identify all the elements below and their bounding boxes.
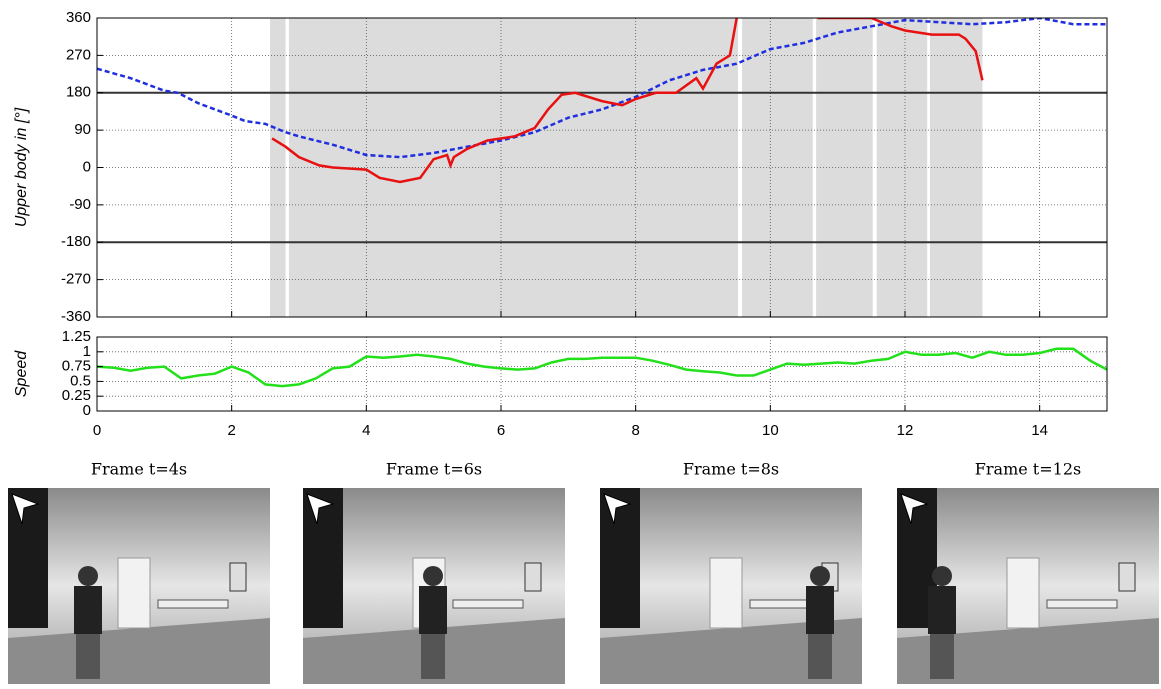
picture [229,562,247,592]
x-tick-label: 4 [362,422,370,439]
door [1006,557,1040,629]
curtain [600,488,640,628]
y-tick-label: -180 [61,233,91,250]
plot [96,336,1107,412]
series-line [97,18,1107,159]
x-tick-label: 14 [1031,422,1048,439]
y-tick-label: 180 [66,84,91,101]
y-axis-label: Upper body in [°] [13,107,30,227]
legs [808,634,832,679]
frame-image [600,488,862,684]
picture [1118,562,1136,592]
head [932,566,952,586]
orientation-arrow [306,493,335,525]
x-tick-label: 6 [497,422,505,439]
legs [930,634,954,679]
head [810,566,830,586]
y-axis-label: Speed [13,350,30,397]
y-tick-label: 0.25 [62,387,91,404]
head [423,566,443,586]
y-tick-label: 90 [74,121,91,138]
x-tick-label: 2 [227,422,235,439]
x-tick-label: 12 [897,422,914,439]
plot [96,17,1107,318]
y-tick-label: 0.75 [62,358,91,375]
frame-caption: Frame t=6s [386,460,482,479]
y-tick-label: -270 [61,271,91,288]
frame-image [8,488,270,684]
legs [76,634,100,679]
frame-caption: Frame t=4s [91,460,187,479]
floor [897,618,1159,684]
y-tick-label: 0 [83,402,91,419]
plot-frame [96,17,1108,318]
floor [8,618,270,684]
series-line [97,347,1107,388]
head [78,566,98,586]
x-tick-label: 10 [762,422,779,439]
torso [806,586,834,634]
torso [74,586,102,634]
frame-image [897,488,1159,684]
legs [421,634,445,679]
y-tick-label: 0 [83,158,91,175]
shaded-interval [742,18,813,317]
series-line [271,18,984,184]
orientation-arrow [900,493,929,525]
desk [452,599,524,609]
torso [419,586,447,634]
curtain [8,488,48,628]
door [117,557,151,629]
picture [524,562,542,592]
y-tick-label: 0.5 [70,372,91,389]
door [709,557,743,629]
desk [1046,599,1118,609]
y-tick-label: -360 [61,308,91,325]
y-tick-label: 1 [83,343,91,360]
y-tick-label: -90 [69,196,91,213]
frame-image [303,488,565,684]
y-tick-label: 360 [66,9,91,26]
plot-frame [96,336,1108,412]
torso [928,586,956,634]
shaded-interval [288,18,739,317]
frame-caption: Frame t=8s [683,460,779,479]
frame-caption: Frame t=12s [975,460,1081,479]
curtain [303,488,343,628]
x-tick-label: 8 [631,422,639,439]
y-tick-label: 1.25 [62,328,91,345]
orientation-arrow [11,493,40,525]
floor [600,618,862,684]
orientation-arrow [603,493,632,525]
x-tick-label: 0 [93,422,101,439]
y-tick-label: 270 [66,46,91,63]
desk [157,599,229,609]
